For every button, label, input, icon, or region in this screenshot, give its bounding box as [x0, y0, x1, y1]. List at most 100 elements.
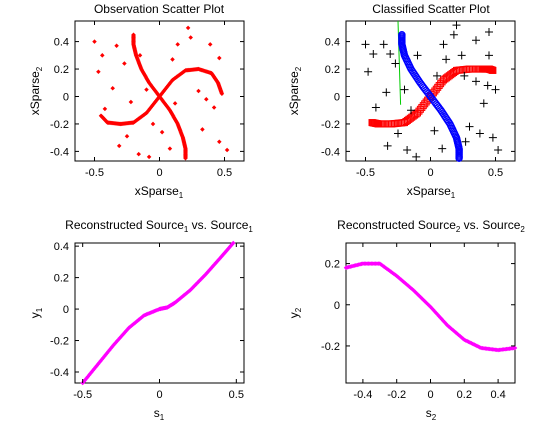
y-tick-label: 0.2 [54, 273, 69, 285]
y-label-sub: 1 [35, 307, 44, 312]
y-label-text: y [287, 312, 301, 318]
x-label-sub: 1 [160, 413, 165, 422]
panel-title: Reconstructed Source2 vs. Source2 [337, 218, 525, 234]
point-mark [512, 345, 518, 351]
y-axis-label: y2 [287, 307, 303, 318]
y-label-text: xSparse [287, 71, 301, 115]
panel-title: Reconstructed Source1 vs. Source1 [65, 218, 253, 234]
x-tick-label: -0.5 [85, 167, 104, 179]
plus-mark [361, 40, 370, 49]
title-text: Classified Scatter Plot [372, 2, 490, 16]
x-label-text: xSparse [407, 184, 451, 198]
x-tick-label: 0 [156, 167, 162, 179]
data-marks [80, 240, 236, 386]
y-tick-label: 0.4 [54, 37, 69, 49]
plus-mark [485, 27, 493, 36]
point-mark [124, 134, 130, 139]
panel-title: Observation Scatter Plot [94, 2, 225, 16]
y-tick-label: 0 [63, 304, 69, 316]
y-tick-label: 0.2 [325, 64, 340, 76]
panel-title: Classified Scatter Plot [372, 2, 490, 16]
point-mark [219, 91, 225, 97]
tick-group: -0.5 0 0.5 -0.4 -0.2 0 0.2 0.4 [321, 21, 515, 179]
plus-mark [457, 51, 466, 60]
x-axis-label: xSparse1 [135, 184, 184, 200]
plus-mark [391, 59, 400, 68]
title-text: Observation Scatter Plot [94, 2, 225, 16]
plus-mark [439, 40, 448, 49]
panel-reconstructed-source-2: Reconstructed Source2 vs. Source2 -0.4 -0… [287, 218, 525, 422]
y-tick-label: 0.2 [54, 64, 69, 76]
x-label-text: s [426, 406, 432, 420]
square-mark [368, 119, 376, 127]
data-marks [343, 261, 518, 353]
x-tick-label: 0 [427, 389, 433, 401]
circle-mark [455, 154, 463, 162]
x-tick-label: 0.5 [217, 167, 232, 179]
x-label-sub: 1 [179, 191, 184, 200]
y-tick-label: -0.4 [50, 146, 69, 158]
point-mark [114, 43, 119, 48]
plus-mark [382, 88, 391, 97]
plus-mark [460, 71, 469, 80]
plus-mark [461, 137, 470, 146]
plot-area [74, 20, 245, 162]
title-tail: vs. Source [460, 218, 520, 232]
point-mark [98, 113, 104, 118]
plus-mark [386, 49, 395, 58]
plus-mark [412, 152, 421, 161]
y-label-text: xSparse [28, 71, 42, 115]
plus-mark [394, 129, 402, 138]
plus-mark [472, 36, 480, 45]
y-axis-label: xSparse2 [287, 66, 303, 115]
plus-mark [449, 30, 458, 39]
plus-mark [403, 146, 412, 155]
title-text: Reconstructed Source [337, 218, 456, 232]
y-tick-label: -0.2 [50, 119, 69, 131]
title-sub: 1 [184, 225, 189, 234]
point-mark [100, 53, 105, 58]
plus-mark [491, 85, 500, 94]
x-tick-label: 0 [156, 389, 162, 401]
y-label-sub: 2 [294, 307, 303, 312]
x-tick-label: -0.5 [356, 167, 375, 179]
x-tick-label: 0.5 [229, 389, 244, 401]
x-tick-label: 0.2 [457, 389, 472, 401]
y-label-sub: 2 [35, 66, 44, 71]
plus-mark [438, 144, 447, 153]
panel-reconstructed-source-1: Reconstructed Source1 vs. Source1 -0.5 0 0… [28, 218, 253, 422]
tick-group: -0.5 0 0.5 -0.4 -0.2 0 0.2 0.4 [50, 21, 244, 179]
data-marks [361, 20, 503, 162]
y-axis-label: y1 [28, 307, 44, 318]
plus-mark [442, 55, 451, 64]
title-tail-sub: 2 [520, 225, 525, 234]
point-mark [92, 39, 97, 44]
x-axis-label: xSparse1 [407, 184, 456, 200]
point-mark [116, 143, 122, 149]
point-mark [175, 42, 180, 47]
plus-mark [369, 49, 378, 58]
plus-mark [483, 81, 492, 90]
plus-mark [452, 21, 461, 30]
panel-classified-scatter: Classified Scatter Plot -0.5 0 0.5 -0.4 -0.2… [287, 2, 516, 200]
y-tick-label: 0 [334, 91, 340, 103]
point-mark [128, 99, 134, 105]
x-tick-label: -0.5 [73, 389, 92, 401]
plus-mark [465, 122, 474, 131]
plus-mark [475, 129, 484, 138]
point-mark [188, 35, 193, 40]
plus-mark [488, 133, 497, 142]
x-label-sub: 1 [451, 191, 456, 200]
plus-mark [479, 99, 488, 108]
y-tick-label: -0.2 [321, 341, 340, 353]
point-mark [217, 55, 222, 61]
x-axis-label: s1 [154, 406, 165, 422]
x-label-text: s [154, 406, 160, 420]
plus-mark [413, 51, 422, 60]
x-label-sub: 2 [432, 413, 437, 422]
y-label-text: y [28, 312, 42, 318]
x-tick-label: 0 [427, 167, 433, 179]
title-tail: vs. Source [188, 218, 248, 232]
plus-mark [379, 40, 388, 49]
